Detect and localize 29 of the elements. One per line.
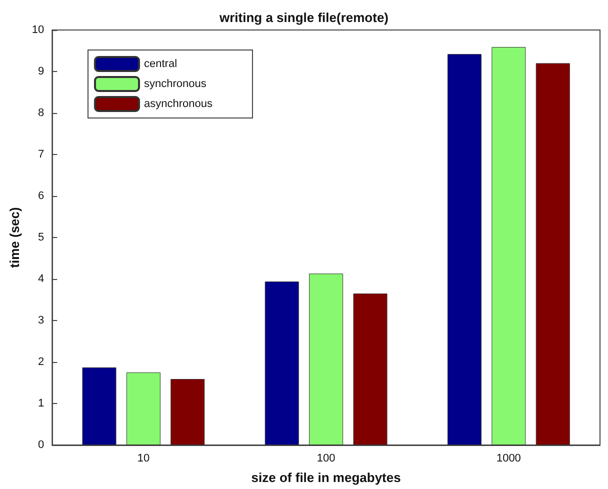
y-tick-label: 4 [38, 273, 44, 285]
bar [126, 372, 160, 445]
bar [82, 367, 116, 445]
legend-label: synchronous [144, 78, 207, 90]
x-tick-label: 1000 [496, 452, 521, 464]
bar [309, 274, 344, 445]
y-tick-label: 9 [38, 66, 44, 78]
y-tick-label: 10 [32, 24, 44, 36]
bar [264, 281, 299, 445]
x-tick-label: 100 [316, 452, 336, 464]
y-tick-label: 8 [38, 107, 44, 119]
y-tick-label: 5 [38, 232, 44, 244]
bar [170, 379, 205, 445]
bar [353, 294, 388, 445]
bar [536, 63, 570, 445]
chart-title: writing a single file(remote) [218, 10, 389, 25]
bar [492, 47, 526, 445]
legend-label: central [144, 58, 178, 70]
x-tick-label: 10 [137, 452, 150, 464]
y-tick-label: 1 [38, 398, 44, 410]
y-tick-label: 6 [38, 190, 44, 202]
y-tick-label: 2 [38, 356, 44, 368]
bar [447, 54, 482, 445]
y-tick-label: 0 [38, 439, 44, 451]
legend-label: asynchronous [144, 98, 213, 110]
x-axis-title: size of file in megabytes [251, 470, 401, 485]
y-tick-label: 3 [38, 314, 44, 326]
y-tick-label: 7 [38, 148, 44, 160]
y-axis-title: time (sec) [7, 207, 22, 268]
